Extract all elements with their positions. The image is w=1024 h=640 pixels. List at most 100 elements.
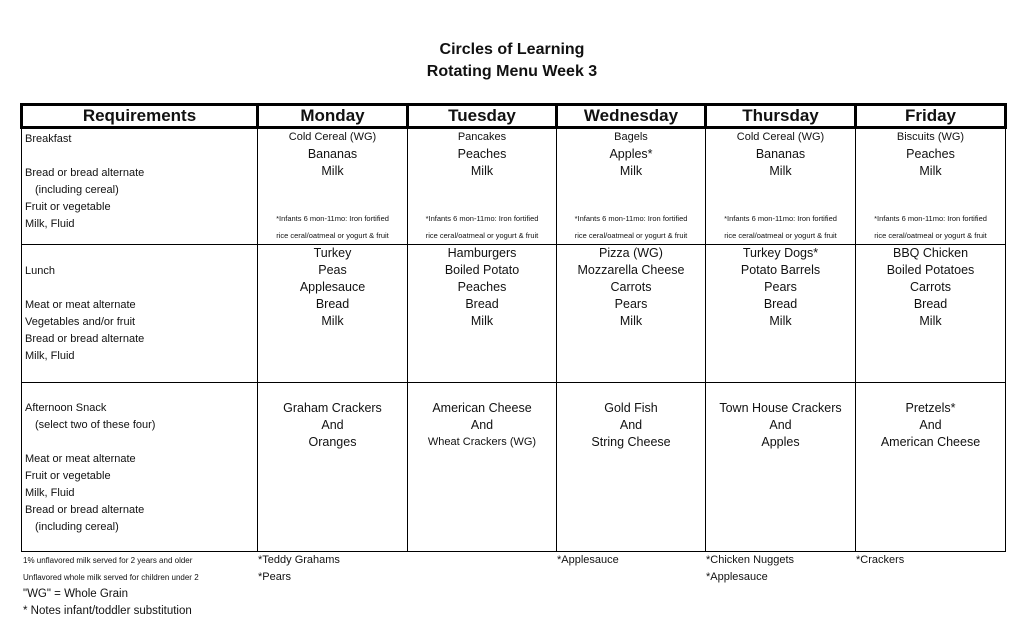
infant-note-line: *Infants 6 mon-11mo: Iron fortified [425,214,539,223]
infant-note: *Infants 6 mon-11mo: Iron fortified rice … [557,210,705,244]
infant-note-line: rice ceral/oatmeal or yogurt & fruit [874,231,987,240]
substitution-item: *Applesauce [706,571,768,583]
menu-cell-friday: Pretzels* And American Cheese [855,382,1006,552]
menu-item: And [470,418,494,432]
requirement-label: Fruit or vegetable [25,201,111,213]
requirement-label [25,383,257,400]
menu-item: Graham Crackers [283,401,382,415]
menu-item: Milk [470,314,494,328]
requirement-label: Fruit or vegetable [25,470,111,482]
substitution-item: *Teddy Grahams [258,554,340,566]
menu-cell-wednesday: Bagels Apples* Milk *Infants 6 mon-11mo: Ir… [556,127,706,245]
menu-item: Turkey Dogs* [742,246,819,260]
menu-cell-thursday: Cold Cereal (WG) Bananas Milk *Infants 6 mo… [705,127,856,245]
menu-item: Pizza (WG) [599,246,663,260]
menu-cell-tuesday: Pancakes Peaches Milk *Infants 6 mon-11mo: … [407,127,557,245]
column-header-requirements: Requirements [20,103,259,129]
infant-note-line: *Infants 6 mon-11mo: Iron fortified [874,214,987,223]
menu-item: Boiled Potato [444,263,520,277]
requirements-cell: Afternoon Snack (select two of these fou… [21,382,258,552]
infant-note-line: rice ceral/oatmeal or yogurt & fruit [724,231,837,240]
menu-item: Bread [315,297,350,311]
menu-cell-monday: Graham Crackers And Oranges [257,382,408,552]
menu-item: Potato Barrels [740,263,821,277]
requirements-cell: Lunch Meat or meat alternate Vegetables an… [21,244,258,383]
requirement-label: Bread or bread alternate [25,167,145,179]
column-header-friday: Friday [854,103,1007,129]
requirement-label: (select two of these four) [35,419,156,431]
infant-note-line: *Infants 6 mon-11mo: Iron fortified [276,214,389,223]
menu-item: And [919,418,942,432]
menu-item: Biscuits (WG) [896,131,965,143]
menu-item: Peas [318,263,347,277]
infant-note: *Infants 6 mon-11mo: Iron fortified rice … [258,210,407,244]
menu-item: Milk [919,314,942,328]
document-subtitle: Rotating Menu Week 3 [426,63,598,80]
infant-note: *Infants 6 mon-11mo: Iron fortified rice … [706,210,855,244]
menu-item: Apples [761,435,800,449]
requirement-label [25,280,257,297]
menu-item: Carrots [910,280,951,294]
requirement-label: Milk, Fluid [25,487,75,499]
substitution-item: *Crackers [856,554,905,566]
substitution-item: *Applesauce [557,554,619,566]
menu-cell-tuesday: Hamburgers Boiled Potato Peaches Bread Milk [407,244,557,383]
row-breakfast: Breakfast Bread or bread alternate (inclu… [21,127,1006,245]
note-line: Unflavored whole milk served for childre… [23,573,199,582]
infant-note-line: *Infants 6 mon-11mo: Iron fortified [574,214,688,223]
menu-item: Gold Fish [604,401,658,415]
menu-item: Boiled Potatoes [886,263,975,277]
substitutions-monday: *Teddy Grahams *Pears [258,552,340,586]
menu-item: American Cheese [880,435,981,449]
menu-cell-friday: BBQ Chicken Boiled Potatoes Carrots Bread Mi… [855,244,1006,383]
menu-item: Cold Cereal (WG) [288,131,377,143]
infant-note-line: rice ceral/oatmeal or yogurt & fruit [574,231,688,240]
menu-cell-monday: Cold Cereal (WG) Bananas Milk *Infants 6 mo… [257,127,408,245]
menu-table: Requirements Monday Tuesday Wednesday Thursd… [20,103,1007,552]
menu-item: Bananas [307,147,358,161]
menu-item: Milk [619,314,643,328]
menu-item: And [619,418,643,432]
requirement-label: Meat or meat alternate [25,299,136,311]
menu-cell-monday: Turkey Peas Applesauce Bread Milk [257,244,408,383]
menu-item: And [769,418,792,432]
infant-note: *Infants 6 mon-11mo: Iron fortified rice … [856,210,1005,244]
note-line: 1% unflavored milk served for 2 years an… [23,556,193,565]
menu-item: Milk [769,314,792,328]
menu-item: Cold Cereal (WG) [736,131,825,143]
infant-note-line: rice ceral/oatmeal or yogurt & fruit [276,231,389,240]
menu-item: Bread [913,297,948,311]
menu-item: Hamburgers [447,246,517,260]
substitutions-wednesday: *Applesauce [557,552,619,569]
menu-item: Milk [321,314,344,328]
menu-item: American Cheese [432,401,532,415]
menu-cell-thursday: Town House Crackers And Apples [705,382,856,552]
requirement-label: Vegetables and/or fruit [25,316,136,328]
infant-note: *Infants 6 mon-11mo: Iron fortified rice … [408,210,556,244]
menu-item: Applesauce [299,280,366,294]
requirement-label: Breakfast [25,133,72,145]
menu-item: Bananas [755,147,806,161]
document-title: Circles of Learning [439,41,585,58]
menu-cell-thursday: Turkey Dogs* Potato Barrels Pears Bread Milk [705,244,856,383]
substitutions-friday: *Crackers [856,552,904,569]
column-header-thursday: Thursday [704,103,857,129]
requirements-cell: Breakfast Bread or bread alternate (inclu… [21,127,258,245]
menu-item: Pears [614,297,648,311]
requirement-label [25,434,257,451]
menu-item: Oranges [308,435,357,449]
requirement-label: Meat or meat alternate [25,453,136,465]
menu-item: Bread [763,297,798,311]
menu-item: String Cheese [591,435,671,449]
requirement-label: Bread or bread alternate [25,504,145,516]
row-lunch: Lunch Meat or meat alternate Vegetables an… [21,244,1006,383]
row-afternoon-snack: Afternoon Snack (select two of these fou… [21,382,1006,552]
menu-cell-friday: Biscuits (WG) Peaches Milk *Infants 6 mon-1… [855,127,1006,245]
requirement-label: Afternoon Snack [25,402,107,414]
requirement-label: (including cereal) [35,184,119,196]
substitution-item: *Pears [258,571,292,583]
menu-item: Pears [764,280,797,294]
menu-item: Milk [321,164,344,178]
infant-note-line: rice ceral/oatmeal or yogurt & fruit [425,231,539,240]
